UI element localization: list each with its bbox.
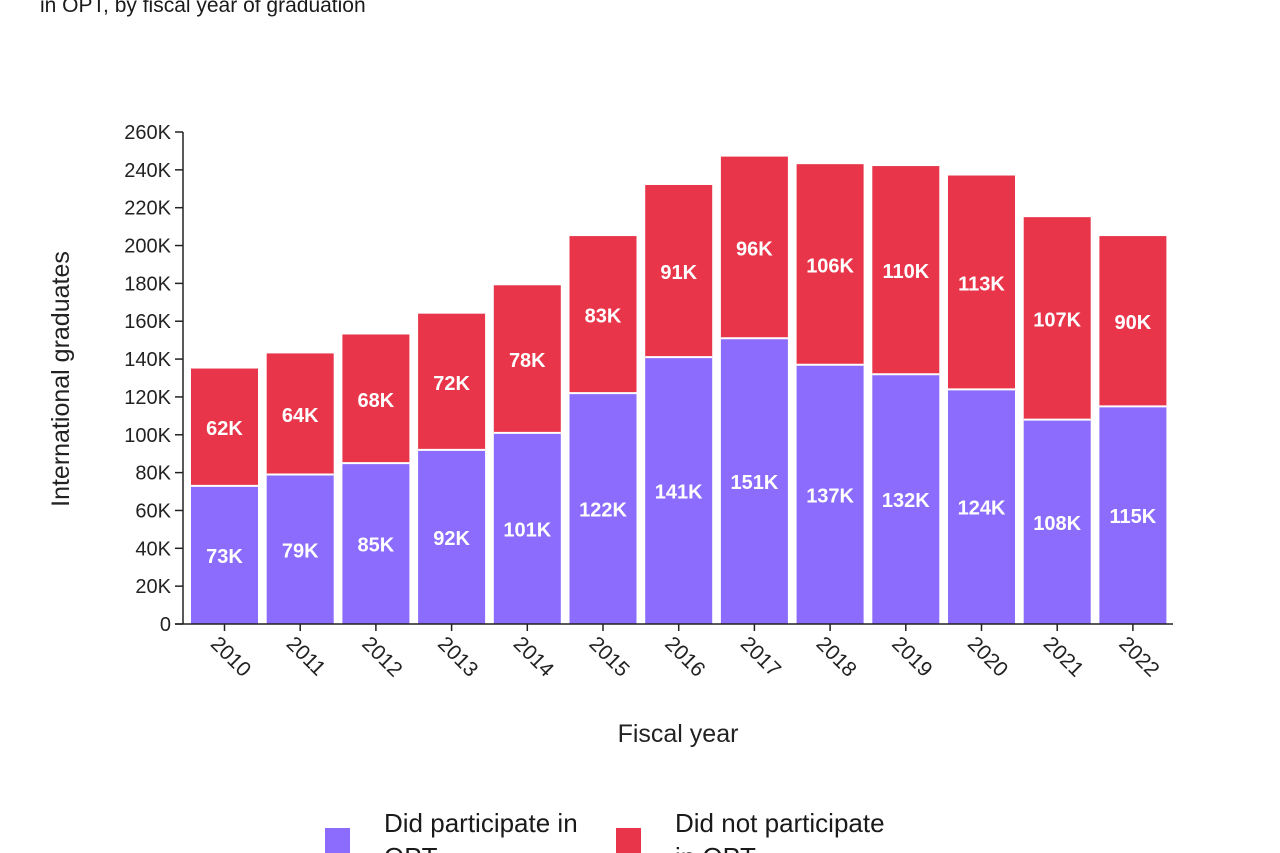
bar-participated <box>1023 419 1091 624</box>
bar-not-participated <box>266 353 334 475</box>
data-label-participated: 92K <box>433 528 470 550</box>
data-label-participated: 101K <box>503 519 551 541</box>
x-tick-label: 2021 <box>1039 632 1088 681</box>
x-tick-label: 2017 <box>736 632 785 681</box>
data-label-participated: 124K <box>958 498 1006 520</box>
x-tick-label: 2012 <box>357 632 406 681</box>
bar-not-participated <box>418 313 486 450</box>
legend-label: Did participate in <box>384 808 578 838</box>
y-tick-label: 240K <box>124 160 171 182</box>
x-tick-label: 2016 <box>660 632 709 681</box>
data-label-participated: 122K <box>579 500 627 522</box>
y-tick-label: 180K <box>124 273 171 295</box>
x-axis-title: Fiscal year <box>618 720 739 748</box>
bar-participated <box>796 364 864 624</box>
x-tick-label: 2013 <box>433 632 482 681</box>
x-tick-label: 2015 <box>584 632 633 681</box>
data-label-not-participated: 90K <box>1115 312 1152 334</box>
data-label-participated: 141K <box>655 482 703 504</box>
x-tick-label: 2019 <box>887 632 936 681</box>
bar-not-participated <box>569 236 637 394</box>
legend-label-line2: OPT <box>384 842 438 853</box>
bar-participated <box>645 357 713 624</box>
data-label-participated: 132K <box>882 490 930 512</box>
data-label-not-participated: 110K <box>882 261 929 283</box>
data-label-participated: 79K <box>282 540 319 562</box>
data-label-not-participated: 62K <box>206 418 243 440</box>
x-tick-label: 2022 <box>1114 632 1163 681</box>
bar-not-participated <box>191 368 258 486</box>
y-tick-label: 120K <box>124 387 171 409</box>
bar-participated <box>1099 406 1167 624</box>
y-tick-label: 160K <box>124 311 171 333</box>
y-tick-label: 20K <box>135 576 171 598</box>
x-tick-label: 2018 <box>812 632 861 681</box>
data-label-not-participated: 106K <box>806 255 854 277</box>
bar-participated <box>191 485 258 624</box>
data-label-not-participated: 113K <box>958 273 1005 295</box>
y-tick-label: 80K <box>135 463 171 485</box>
y-tick-label: 140K <box>124 349 171 371</box>
data-label-participated: 85K <box>358 535 395 557</box>
legend-label: Did not participate <box>675 808 885 838</box>
data-label-not-participated: 64K <box>282 405 319 427</box>
bar-participated <box>720 338 788 624</box>
data-label-participated: 137K <box>806 485 854 507</box>
legend-swatch-participated <box>325 828 350 853</box>
bar-not-participated <box>948 175 1015 390</box>
x-tick-label: 2014 <box>509 632 559 682</box>
y-tick-label: 100K <box>124 425 171 447</box>
data-label-participated: 108K <box>1033 513 1081 535</box>
legend-swatch-not-participated <box>616 828 641 853</box>
data-label-not-participated: 107K <box>1033 309 1081 331</box>
y-tick-label: 60K <box>135 500 171 522</box>
bar-not-participated <box>645 184 713 358</box>
bar-not-participated <box>872 166 940 375</box>
chart-subtitle: in OPT, by fiscal year of graduation <box>40 0 366 17</box>
y-tick-label: 220K <box>124 198 171 220</box>
bar-not-participated <box>1023 217 1091 420</box>
bar-not-participated <box>720 156 788 339</box>
data-label-not-participated: 91K <box>660 262 697 284</box>
bar-participated <box>569 393 637 624</box>
bar-participated <box>342 463 410 624</box>
y-tick-label: 200K <box>124 236 171 258</box>
data-label-not-participated: 83K <box>585 306 622 328</box>
data-label-participated: 151K <box>730 472 778 494</box>
y-axis-title: International graduates <box>47 251 75 507</box>
bar-not-participated <box>342 334 410 464</box>
bar-not-participated <box>493 285 561 433</box>
legend-label-line2: in OPT <box>675 842 756 853</box>
bar-not-participated <box>1099 236 1167 407</box>
data-label-not-participated: 72K <box>433 373 470 395</box>
bar-participated <box>948 389 1015 624</box>
bar-participated <box>418 449 486 624</box>
data-label-participated: 73K <box>206 546 243 568</box>
data-label-not-participated: 68K <box>358 390 395 412</box>
y-tick-label: 40K <box>135 538 171 560</box>
data-label-participated: 115K <box>1110 506 1157 528</box>
bar-not-participated <box>796 164 864 365</box>
y-tick-label: 260K <box>124 122 171 144</box>
data-label-not-participated: 96K <box>736 238 773 260</box>
y-tick-label: 0 <box>160 614 171 636</box>
bar-participated <box>872 374 940 624</box>
x-tick-label: 2011 <box>282 632 330 680</box>
bar-participated <box>266 474 334 624</box>
data-label-not-participated: 78K <box>509 350 546 372</box>
x-tick-label: 2010 <box>206 632 255 681</box>
bar-participated <box>493 432 561 624</box>
x-tick-label: 2020 <box>963 632 1012 681</box>
